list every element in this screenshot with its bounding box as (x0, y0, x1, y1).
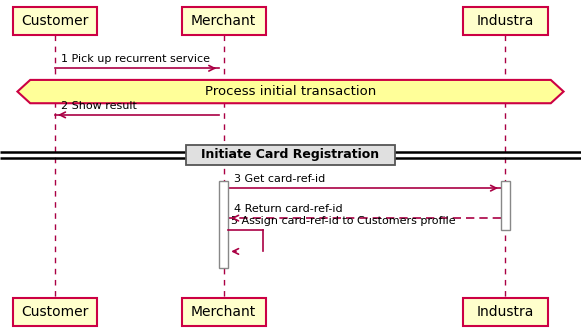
FancyBboxPatch shape (13, 7, 98, 35)
Text: Industra: Industra (477, 14, 534, 28)
Text: Process initial transaction: Process initial transaction (205, 85, 376, 98)
Polygon shape (17, 80, 564, 103)
Text: 4 Return card-ref-id: 4 Return card-ref-id (234, 204, 343, 214)
Text: Customer: Customer (21, 305, 89, 319)
Text: Merchant: Merchant (191, 14, 256, 28)
FancyBboxPatch shape (219, 181, 228, 268)
Text: 5 Assign card-ref-id to Customers profile: 5 Assign card-ref-id to Customers profil… (231, 216, 456, 226)
Text: 3 Get card-ref-id: 3 Get card-ref-id (234, 174, 325, 184)
FancyBboxPatch shape (464, 7, 547, 35)
Text: Initiate Card Registration: Initiate Card Registration (202, 148, 379, 162)
FancyBboxPatch shape (186, 145, 395, 165)
FancyBboxPatch shape (501, 181, 510, 230)
Text: 2 Show result: 2 Show result (61, 101, 137, 111)
Text: Customer: Customer (21, 14, 89, 28)
FancyBboxPatch shape (464, 298, 547, 326)
Text: Merchant: Merchant (191, 305, 256, 319)
FancyBboxPatch shape (181, 7, 266, 35)
FancyBboxPatch shape (13, 298, 98, 326)
Text: Industra: Industra (477, 305, 534, 319)
FancyBboxPatch shape (181, 298, 266, 326)
Text: 1 Pick up recurrent service: 1 Pick up recurrent service (61, 54, 210, 64)
